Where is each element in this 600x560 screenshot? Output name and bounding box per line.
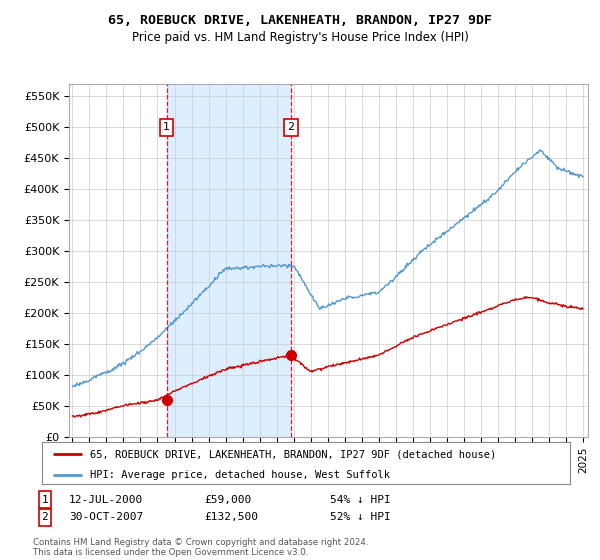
Text: 65, ROEBUCK DRIVE, LAKENHEATH, BRANDON, IP27 9DF: 65, ROEBUCK DRIVE, LAKENHEATH, BRANDON, … — [108, 14, 492, 27]
Text: Price paid vs. HM Land Registry's House Price Index (HPI): Price paid vs. HM Land Registry's House … — [131, 31, 469, 44]
Text: 30-OCT-2007: 30-OCT-2007 — [69, 512, 143, 522]
Text: £59,000: £59,000 — [204, 494, 251, 505]
Text: Contains HM Land Registry data © Crown copyright and database right 2024.
This d: Contains HM Land Registry data © Crown c… — [33, 538, 368, 557]
Text: 12-JUL-2000: 12-JUL-2000 — [69, 494, 143, 505]
Text: 54% ↓ HPI: 54% ↓ HPI — [330, 494, 391, 505]
Text: HPI: Average price, detached house, West Suffolk: HPI: Average price, detached house, West… — [89, 470, 389, 480]
Text: 1: 1 — [41, 494, 49, 505]
Text: 2: 2 — [287, 122, 294, 132]
Text: 2: 2 — [41, 512, 49, 522]
Text: £132,500: £132,500 — [204, 512, 258, 522]
Text: 1: 1 — [163, 122, 170, 132]
Text: 65, ROEBUCK DRIVE, LAKENHEATH, BRANDON, IP27 9DF (detached house): 65, ROEBUCK DRIVE, LAKENHEATH, BRANDON, … — [89, 449, 496, 459]
Text: 52% ↓ HPI: 52% ↓ HPI — [330, 512, 391, 522]
Bar — [167, 84, 291, 437]
